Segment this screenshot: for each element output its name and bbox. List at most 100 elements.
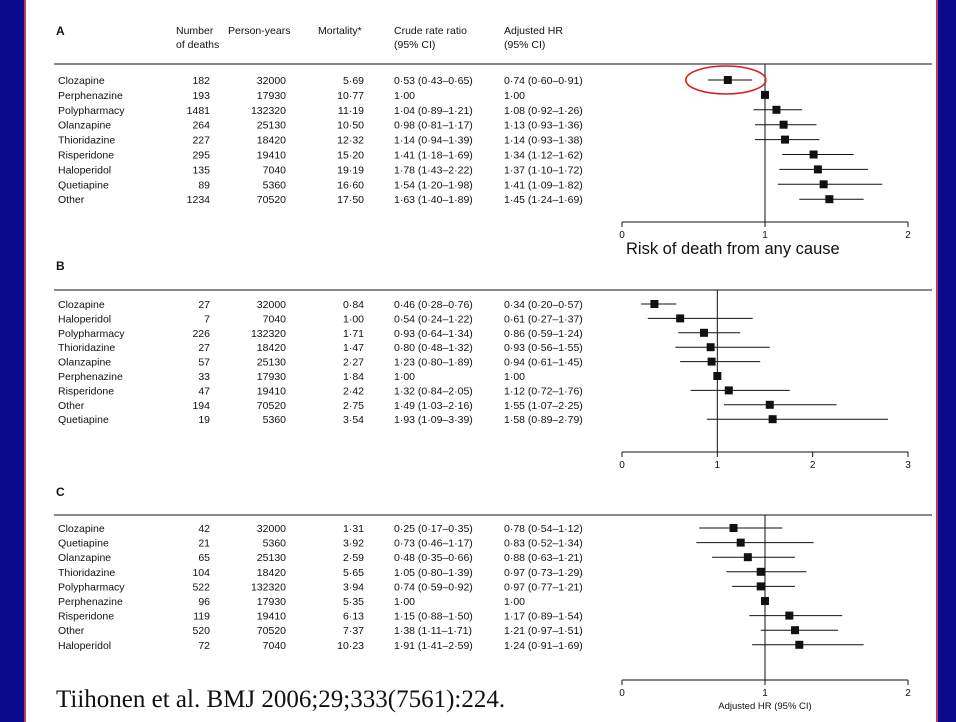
row-deaths: 227: [192, 135, 210, 147]
row-mortality: 16·60: [337, 179, 364, 191]
row-crude-rate-ratio: 1·78 (1·43–2·22): [394, 164, 473, 176]
row-person-years: 70520: [257, 625, 286, 637]
row-drug-name: Other: [58, 194, 85, 206]
row-person-years: 70520: [257, 400, 286, 412]
hr-point-marker: [706, 343, 715, 352]
row-drug-name: Thioridazine: [58, 342, 115, 354]
row-adjusted-hr: 1·14 (0·93–1·38): [504, 135, 583, 147]
panel-label: B: [56, 259, 65, 273]
row-drug-name: Olanzapine: [58, 120, 111, 132]
row-mortality: 10·77: [337, 90, 364, 102]
row-person-years: 19410: [257, 611, 286, 623]
highlight-circle: [685, 65, 767, 95]
row-person-years: 19410: [257, 150, 286, 162]
row-adjusted-hr: 1·00: [504, 90, 525, 102]
row-deaths: 47: [198, 385, 210, 397]
row-person-years: 5360: [263, 538, 287, 550]
hr-point-marker: [785, 611, 794, 620]
row-crude-rate-ratio: 1·05 (0·80–1·39): [394, 567, 473, 579]
row-deaths: 21: [198, 538, 210, 550]
row-drug-name: Olanzapine: [58, 552, 111, 564]
row-mortality: 15·20: [337, 150, 364, 162]
row-crude-rate-ratio: 0·74 (0·59–0·92): [394, 581, 473, 593]
hr-point-marker: [729, 524, 738, 532]
row-adjusted-hr: 0·94 (0·61–1·45): [504, 357, 583, 369]
row-crude-rate-ratio: 0·25 (0·17–0·35): [394, 523, 473, 535]
row-person-years: 32000: [257, 523, 286, 535]
row-mortality: 1·71: [343, 328, 364, 340]
hr-point-marker: [772, 105, 781, 114]
row-drug-name: Polypharmacy: [58, 105, 125, 117]
row-mortality: 2·42: [343, 385, 364, 397]
row-mortality: 0·84: [343, 299, 364, 311]
row-crude-rate-ratio: 0·98 (0·81–1·17): [394, 120, 473, 132]
x-tick-label: 2: [905, 230, 911, 241]
row-drug-name: Perphenazine: [58, 90, 123, 102]
row-person-years: 132320: [251, 581, 286, 593]
row-crude-rate-ratio: 1·15 (0·88–1·50): [394, 611, 473, 623]
row-person-years: 18420: [257, 567, 286, 579]
row-crude-rate-ratio: 0·73 (0·46–1·17): [394, 538, 473, 550]
row-drug-name: Quetiapine: [58, 179, 109, 191]
hr-point-marker: [650, 300, 659, 308]
row-adjusted-hr: 0·74 (0·60–0·91): [504, 75, 583, 87]
row-person-years: 18420: [257, 135, 286, 147]
row-adjusted-hr: 1·17 (0·89–1·54): [504, 611, 583, 623]
row-mortality: 10·50: [337, 120, 364, 132]
row-adjusted-hr: 1·55 (1·07–2·25): [504, 400, 583, 412]
row-adjusted-hr: 0·83 (0·52–1·34): [504, 538, 583, 550]
row-person-years: 5360: [263, 414, 287, 426]
row-person-years: 18420: [257, 342, 286, 354]
hr-point-marker: [743, 553, 752, 562]
row-drug-name: Risperidone: [58, 385, 114, 397]
row-deaths: 264: [192, 120, 210, 132]
row-adjusted-hr: 0·97 (0·77–1·21): [504, 581, 583, 593]
row-crude-rate-ratio: 1·54 (1·20–1·98): [394, 179, 473, 191]
header-person-years: Person-years: [228, 25, 290, 37]
row-person-years: 25130: [257, 357, 286, 369]
hr-point-marker: [723, 76, 732, 84]
row-drug-name: Polypharmacy: [58, 581, 125, 593]
row-drug-name: Clozapine: [58, 299, 105, 311]
row-drug-name: Haloperidol: [58, 313, 111, 325]
row-drug-name: Other: [58, 400, 85, 412]
row-mortality: 12·32: [337, 135, 364, 147]
row-person-years: 5360: [263, 179, 287, 191]
row-deaths: 295: [192, 150, 210, 162]
header-adjusted-hr: (95% CI): [504, 39, 545, 51]
row-crude-rate-ratio: 1·04 (0·89–1·21): [394, 105, 473, 117]
row-crude-rate-ratio: 1·38 (1·11–1·71): [394, 625, 472, 637]
row-deaths: 96: [198, 596, 210, 608]
row-person-years: 17930: [257, 371, 286, 383]
x-tick-label: 2: [905, 688, 911, 699]
row-deaths: 33: [198, 371, 210, 383]
hr-point-marker: [736, 538, 745, 547]
row-mortality: 6·13: [343, 611, 364, 623]
hr-point-marker: [707, 357, 716, 366]
hr-point-marker: [791, 626, 800, 635]
row-crude-rate-ratio: 1·49 (1·03–2·16): [394, 400, 473, 412]
row-person-years: 7040: [263, 164, 287, 176]
row-crude-rate-ratio: 1·41 (1·18–1·69): [394, 150, 473, 162]
row-adjusted-hr: 1·00: [504, 596, 525, 608]
row-adjusted-hr: 0·86 (0·59–1·24): [504, 328, 583, 340]
row-mortality: 3·54: [343, 414, 364, 426]
row-deaths: 7: [204, 313, 210, 325]
row-deaths: 522: [192, 581, 210, 593]
row-mortality: 1·00: [343, 313, 364, 325]
row-person-years: 19410: [257, 385, 286, 397]
header-mortality: Mortality*: [318, 25, 362, 37]
row-crude-rate-ratio: 0·54 (0·24–1·22): [394, 313, 473, 325]
hr-point-marker: [765, 400, 774, 409]
hr-point-marker: [795, 640, 804, 649]
hr-point-marker: [724, 386, 733, 395]
row-deaths: 226: [192, 328, 210, 340]
row-deaths: 520: [192, 625, 210, 637]
row-adjusted-hr: 1·41 (1·09–1·82): [504, 179, 583, 191]
row-person-years: 25130: [257, 552, 286, 564]
row-drug-name: Perphenazine: [58, 371, 123, 383]
row-drug-name: Haloperidol: [58, 640, 111, 652]
row-adjusted-hr: 1·08 (0·92–1·26): [504, 105, 583, 117]
row-drug-name: Risperidone: [58, 611, 114, 623]
